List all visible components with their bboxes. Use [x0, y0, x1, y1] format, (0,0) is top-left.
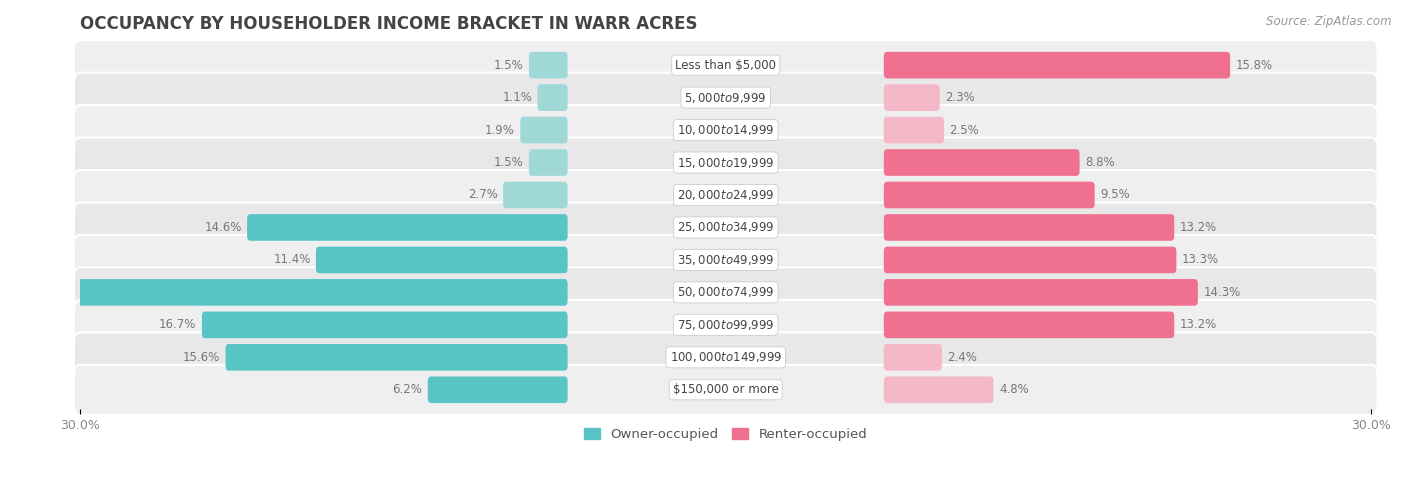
Legend: Owner-occupied, Renter-occupied: Owner-occupied, Renter-occupied — [579, 423, 872, 446]
FancyBboxPatch shape — [75, 203, 1378, 252]
FancyBboxPatch shape — [75, 300, 1378, 350]
FancyBboxPatch shape — [884, 117, 943, 143]
FancyBboxPatch shape — [202, 312, 568, 338]
Text: 1.1%: 1.1% — [502, 91, 531, 104]
Text: 8.8%: 8.8% — [1085, 156, 1115, 169]
FancyBboxPatch shape — [884, 344, 942, 371]
Text: 14.6%: 14.6% — [204, 221, 242, 234]
FancyBboxPatch shape — [884, 149, 1080, 176]
FancyBboxPatch shape — [75, 235, 1378, 285]
FancyBboxPatch shape — [529, 149, 568, 176]
Text: $15,000 to $19,999: $15,000 to $19,999 — [678, 155, 775, 169]
Text: 13.2%: 13.2% — [1180, 318, 1216, 331]
FancyBboxPatch shape — [75, 105, 1378, 155]
Text: 26.9%: 26.9% — [3, 286, 44, 299]
Text: 13.2%: 13.2% — [1180, 221, 1216, 234]
FancyBboxPatch shape — [884, 376, 994, 403]
FancyBboxPatch shape — [75, 365, 1378, 415]
Text: 15.6%: 15.6% — [183, 351, 221, 364]
Text: 1.5%: 1.5% — [494, 58, 523, 72]
Text: 1.5%: 1.5% — [494, 156, 523, 169]
FancyBboxPatch shape — [520, 117, 568, 143]
Text: 14.3%: 14.3% — [1204, 286, 1240, 299]
Text: $35,000 to $49,999: $35,000 to $49,999 — [678, 253, 775, 267]
Text: $100,000 to $149,999: $100,000 to $149,999 — [669, 350, 782, 364]
FancyBboxPatch shape — [503, 182, 568, 208]
FancyBboxPatch shape — [884, 246, 1177, 273]
Text: 15.8%: 15.8% — [1236, 58, 1272, 72]
FancyBboxPatch shape — [884, 52, 1230, 78]
Text: $50,000 to $74,999: $50,000 to $74,999 — [678, 285, 775, 300]
Text: 4.8%: 4.8% — [998, 383, 1029, 396]
FancyBboxPatch shape — [427, 376, 568, 403]
FancyBboxPatch shape — [75, 73, 1378, 123]
FancyBboxPatch shape — [225, 344, 568, 371]
Text: 13.3%: 13.3% — [1182, 253, 1219, 266]
FancyBboxPatch shape — [529, 52, 568, 78]
FancyBboxPatch shape — [884, 312, 1174, 338]
Text: $5,000 to $9,999: $5,000 to $9,999 — [685, 91, 768, 105]
Text: Source: ZipAtlas.com: Source: ZipAtlas.com — [1267, 15, 1392, 28]
Text: OCCUPANCY BY HOUSEHOLDER INCOME BRACKET IN WARR ACRES: OCCUPANCY BY HOUSEHOLDER INCOME BRACKET … — [80, 15, 697, 33]
Text: 1.9%: 1.9% — [485, 124, 515, 136]
FancyBboxPatch shape — [884, 214, 1174, 241]
Text: 6.2%: 6.2% — [392, 383, 422, 396]
FancyBboxPatch shape — [75, 267, 1378, 318]
Text: $25,000 to $34,999: $25,000 to $34,999 — [678, 221, 775, 234]
Text: 2.5%: 2.5% — [949, 124, 979, 136]
FancyBboxPatch shape — [537, 84, 568, 111]
FancyBboxPatch shape — [884, 84, 939, 111]
Text: 2.3%: 2.3% — [945, 91, 974, 104]
Text: $20,000 to $24,999: $20,000 to $24,999 — [678, 188, 775, 202]
FancyBboxPatch shape — [75, 332, 1378, 382]
FancyBboxPatch shape — [75, 170, 1378, 220]
FancyBboxPatch shape — [0, 279, 568, 306]
FancyBboxPatch shape — [75, 40, 1378, 90]
Text: 11.4%: 11.4% — [273, 253, 311, 266]
FancyBboxPatch shape — [884, 182, 1095, 208]
Text: $10,000 to $14,999: $10,000 to $14,999 — [678, 123, 775, 137]
FancyBboxPatch shape — [247, 214, 568, 241]
Text: Less than $5,000: Less than $5,000 — [675, 58, 776, 72]
FancyBboxPatch shape — [316, 246, 568, 273]
FancyBboxPatch shape — [884, 279, 1198, 306]
Text: $75,000 to $99,999: $75,000 to $99,999 — [678, 318, 775, 332]
Text: $150,000 or more: $150,000 or more — [673, 383, 779, 396]
Text: 2.7%: 2.7% — [468, 188, 498, 202]
FancyBboxPatch shape — [75, 137, 1378, 187]
Text: 9.5%: 9.5% — [1099, 188, 1130, 202]
Text: 2.4%: 2.4% — [948, 351, 977, 364]
Text: 16.7%: 16.7% — [159, 318, 197, 331]
